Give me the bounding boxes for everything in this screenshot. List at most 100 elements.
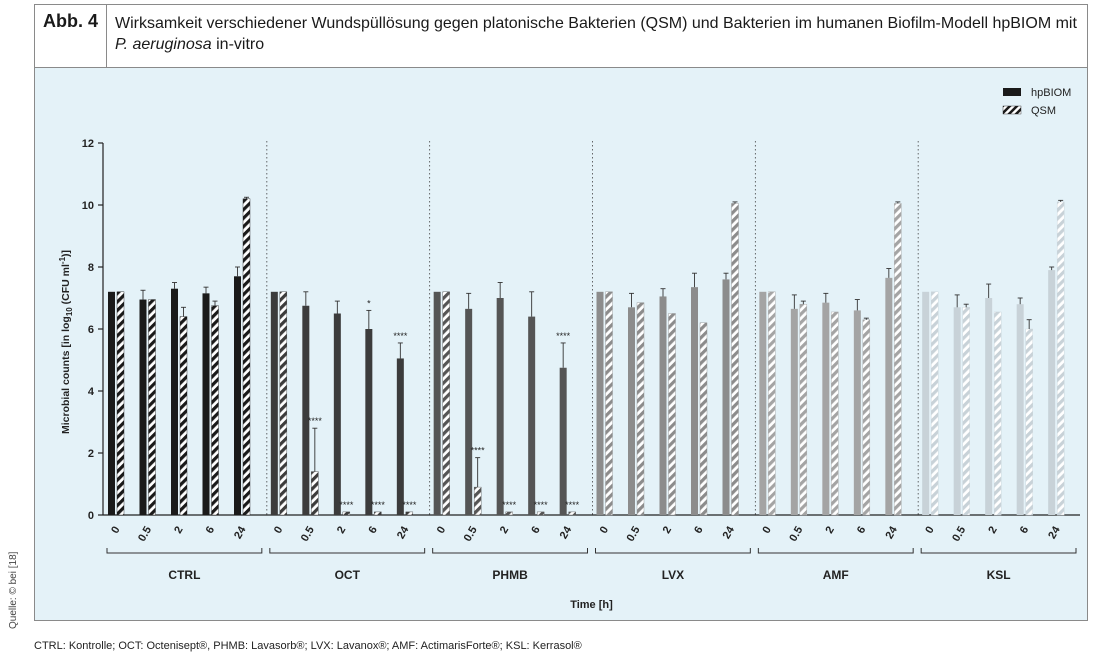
bar-hpbiom [628, 307, 635, 515]
bar-hpbiom [596, 291, 604, 515]
figure-label: Abb. 4 [35, 5, 107, 67]
x-tick-label: 0.5 [625, 525, 643, 544]
bar-qsm [862, 319, 871, 516]
x-tick-label: 2 [661, 525, 674, 536]
x-tick-label: 24 [1046, 524, 1063, 541]
y-tick-label: 0 [88, 510, 94, 522]
y-axis-label-part: )] [60, 250, 72, 257]
x-tick-label: 2 [335, 525, 348, 536]
bar-hpbiom [659, 296, 667, 515]
x-tick-label: 2 [172, 525, 185, 536]
x-tick-label: 6 [204, 525, 217, 536]
figure-header: Abb. 4 Wirksamkeit verschiedener Wundspü… [35, 5, 1087, 68]
y-axis-label-part: (CFU ml [60, 264, 72, 307]
bar-qsm [668, 313, 676, 516]
bar-hpbiom [790, 308, 798, 515]
x-tick-label: 0 [272, 525, 285, 536]
bar-hpbiom [559, 367, 567, 515]
group-label: KSL [987, 568, 1011, 582]
bar-hpbiom [139, 299, 147, 515]
source-note: Quelle: © bei [18] [8, 551, 19, 629]
bar-qsm [405, 511, 414, 516]
x-tick-label: 0.5 [462, 525, 480, 544]
x-tick-label: 24 [232, 524, 249, 541]
bar-qsm [1025, 328, 1033, 516]
x-tick-label: 24 [883, 524, 900, 541]
x-tick-label: 2 [986, 525, 999, 536]
bar-hpbiom [365, 329, 373, 515]
footnote: CTRL: Kontrolle; OCT: Octenisept®, PHMB:… [34, 640, 582, 652]
bar-hpbiom [234, 276, 241, 515]
bar-qsm [505, 511, 513, 516]
x-tick-label: 6 [855, 525, 868, 536]
x-tick-label: 6 [529, 525, 542, 536]
x-axis-label: Time [h] [570, 599, 613, 611]
bar-qsm [993, 311, 1002, 516]
bar-qsm [894, 203, 902, 516]
figure-title-part1: Wirksamkeit verschiedener Wundspüllösung… [115, 15, 1077, 32]
x-tick-label: 0 [760, 525, 773, 536]
bar-qsm [799, 303, 808, 516]
bar-hpbiom [853, 310, 861, 515]
significance-marker: **** [339, 500, 354, 510]
figure-frame: Abb. 4 Wirksamkeit verschiedener Wundspü… [34, 4, 1088, 621]
bar-hpbiom [433, 291, 441, 515]
bar-hpbiom [171, 288, 178, 515]
significance-marker: **** [402, 500, 417, 510]
group-label: PHMB [492, 568, 528, 582]
significance-marker: **** [471, 446, 486, 456]
legend-label-qsm: QSM [1031, 105, 1056, 117]
y-axis-label-part: -1 [58, 256, 67, 264]
significance-marker: **** [308, 416, 323, 426]
bar-hpbiom [302, 305, 310, 515]
group-bracket [920, 548, 1077, 554]
x-tick-label: 2 [823, 525, 836, 536]
y-axis-label-part: Microbial counts [in log [60, 316, 72, 434]
bar-qsm [116, 291, 125, 516]
group-label: LVX [662, 568, 684, 582]
significance-marker: **** [371, 500, 386, 510]
bar-qsm [568, 511, 576, 516]
x-tick-label: 6 [692, 525, 705, 536]
bar-qsm [636, 302, 645, 516]
bar-hpbiom [333, 313, 341, 515]
y-tick-label: 12 [82, 138, 94, 150]
bar-qsm [148, 299, 156, 516]
significance-marker: **** [565, 500, 580, 510]
x-tick-label: 24 [721, 524, 738, 541]
significance-marker: **** [393, 331, 408, 341]
group-label: CTRL [168, 568, 200, 582]
bar-hpbiom [108, 291, 115, 515]
y-tick-label: 6 [88, 324, 94, 336]
bar-hpbiom [953, 307, 961, 515]
bar-hpbiom [885, 277, 893, 515]
bar-qsm [699, 322, 708, 516]
bar-qsm [311, 471, 319, 516]
legend-swatch-qsm [1002, 105, 1022, 115]
bar-hpbiom [1048, 270, 1056, 515]
bar-hpbiom [202, 293, 210, 515]
group-bracket [757, 548, 914, 554]
bar-qsm [962, 307, 970, 516]
group-bracket [595, 548, 751, 554]
bar-hpbiom [985, 298, 993, 515]
figure-title-italic: P. aeruginosa [115, 36, 212, 53]
group-label: OCT [335, 568, 361, 582]
bar-qsm [342, 511, 351, 516]
bar-hpbiom [528, 316, 536, 515]
significance-marker: **** [556, 331, 571, 341]
bar-hpbiom [691, 287, 698, 515]
bar-qsm [279, 291, 288, 516]
figure-title-part2: in-vitro [211, 36, 265, 53]
group-bracket [106, 548, 263, 554]
x-tick-label: 0.5 [950, 525, 968, 544]
significance-marker: **** [534, 500, 549, 510]
bar-qsm [473, 486, 482, 516]
bar-qsm [374, 511, 382, 516]
bar-qsm [442, 291, 450, 516]
y-tick-label: 2 [88, 448, 94, 460]
bar-hpbiom [759, 291, 767, 515]
bar-qsm [536, 511, 545, 516]
bar-qsm [605, 291, 613, 516]
